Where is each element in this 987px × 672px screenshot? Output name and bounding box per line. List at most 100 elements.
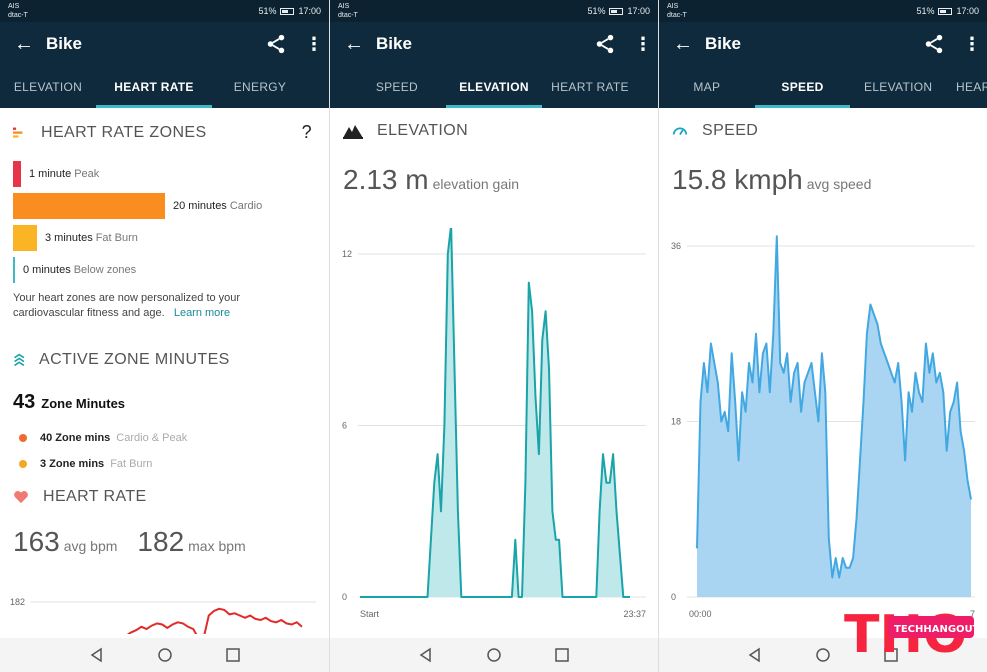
back-arrow-icon[interactable]: ← xyxy=(14,32,34,55)
zone-cardio: 20 minutes Cardio xyxy=(13,193,316,219)
battery-percent: 51% xyxy=(258,6,277,16)
elevation-stats: 2.13 m elevation gain xyxy=(343,164,645,196)
share-icon[interactable] xyxy=(265,33,287,55)
zone-value: 3 minutes xyxy=(45,232,93,244)
series-area xyxy=(360,228,630,597)
y-tick-label: 182 xyxy=(10,597,25,607)
azm-total-label: Zone Minutes xyxy=(41,396,126,411)
y-tick-label: 18 xyxy=(671,417,681,427)
watermark-text: TECHHANGOUT xyxy=(894,624,976,635)
max-bpm-value: 182 xyxy=(137,526,185,557)
speedometer-icon xyxy=(672,127,688,136)
heart-rate-line xyxy=(126,607,303,634)
x-tick-label-end: 23:37 xyxy=(623,609,646,619)
share-icon[interactable] xyxy=(923,33,945,55)
carrier-2: dtac-T xyxy=(667,12,687,19)
zone-value: 20 minutes xyxy=(173,200,227,212)
clock: 17:00 xyxy=(298,6,321,16)
azm-title: ACTIVE ZONE MINUTES xyxy=(39,351,230,368)
tab-heart-rate[interactable]: HEART RATE xyxy=(96,66,212,108)
carrier-1: AIS xyxy=(667,3,679,10)
more-options-icon[interactable]: ⋮ xyxy=(305,33,323,54)
chevrons-up-icon xyxy=(14,353,25,367)
zones-list: 1 minute Peak 20 minutes Cardio 3 minute… xyxy=(13,161,316,283)
tab-elevation[interactable]: ELEVATION xyxy=(13,80,83,94)
hr-zones-header: HEART RATE ZONES ? xyxy=(13,122,316,143)
tab-speed[interactable]: SPEED xyxy=(754,66,851,108)
tab-speed[interactable]: SPEED xyxy=(375,80,418,94)
avg-bpm-value: 163 xyxy=(13,526,60,557)
y-tick-label: 0 xyxy=(671,592,676,602)
more-options-icon[interactable]: ⋮ xyxy=(634,33,652,54)
screen-elevation: AIS dtac-T 51% 17:00 ← Bike ⋮ SPEED ELEV… xyxy=(329,0,658,672)
azm-item-value: 40 Zone mins xyxy=(40,432,111,444)
android-nav-bar xyxy=(659,638,987,672)
speed-chart: 0 18 36 00:00 7 xyxy=(659,228,987,626)
zone-label: Peak xyxy=(74,168,100,180)
learn-more-link[interactable]: Learn more xyxy=(173,307,231,319)
clock: 17:00 xyxy=(956,6,979,16)
speed-title: SPEED xyxy=(702,122,759,139)
zone-label: Fat Burn xyxy=(95,232,138,244)
tab-map[interactable]: MAP xyxy=(693,80,721,94)
azm-item-label: Fat Burn xyxy=(110,458,153,470)
azm-item-value: 3 Zone mins xyxy=(40,458,105,470)
help-icon[interactable]: ? xyxy=(301,122,312,142)
status-bar: AIS dtac-T 51% 17:00 xyxy=(659,0,987,22)
zone-value: 0 minutes xyxy=(23,264,71,276)
page-title: Bike xyxy=(376,34,412,53)
battery-percent: 51% xyxy=(587,6,606,16)
y-tick-label: 12 xyxy=(342,249,352,259)
share-icon[interactable] xyxy=(594,33,616,55)
zone-bar-below xyxy=(13,257,15,283)
nav-recent-icon[interactable] xyxy=(225,647,241,663)
x-tick-label-start: 00:00 xyxy=(689,609,712,619)
battery-icon xyxy=(938,7,953,15)
nav-back-icon[interactable] xyxy=(418,647,434,663)
dot-icon xyxy=(19,434,27,442)
azm-item-fat-burn: 3 Zone mins Fat Burn xyxy=(19,454,316,474)
carrier-1: AIS xyxy=(8,3,20,10)
avg-bpm-unit: avg bpm xyxy=(63,538,118,554)
heart-icon xyxy=(14,491,28,504)
nav-home-icon[interactable] xyxy=(815,647,831,663)
nav-recent-icon[interactable] xyxy=(883,647,899,663)
tab-heart-rate-partial[interactable]: HEAR xyxy=(956,80,987,94)
app-bar: ← Bike ⋮ xyxy=(0,22,329,66)
heart-rate-chart: 182 xyxy=(0,592,329,634)
avg-speed-value: 15.8 kmph xyxy=(672,164,803,195)
heart-rate-title: HEART RATE xyxy=(43,488,147,505)
nav-home-icon[interactable] xyxy=(157,647,173,663)
tab-elevation[interactable]: ELEVATION xyxy=(864,80,933,94)
elevation-gain-value: 2.13 m xyxy=(343,164,429,195)
tab-elevation[interactable]: ELEVATION xyxy=(446,66,542,108)
azm-items: 40 Zone mins Cardio & Peak 3 Zone mins F… xyxy=(13,428,316,474)
tab-bar: SPEED ELEVATION HEART RATE xyxy=(330,66,658,108)
zone-bar-cardio xyxy=(13,193,165,219)
back-arrow-icon[interactable]: ← xyxy=(344,32,364,55)
tab-bar: ELEVATION HEART RATE ENERGY xyxy=(0,66,329,108)
screen-heart-rate: AIS dtac-T 51% 17:00 ← Bike ⋮ ELEVATION … xyxy=(0,0,329,672)
android-nav-bar xyxy=(330,638,658,672)
elevation-title: ELEVATION xyxy=(377,122,469,139)
nav-home-icon[interactable] xyxy=(486,647,502,663)
nav-back-icon[interactable] xyxy=(747,647,763,663)
nav-back-icon[interactable] xyxy=(89,647,105,663)
zones-note-text: Your heart zones are now personalized to… xyxy=(13,292,241,319)
screen-speed: AIS dtac-T 51% 17:00 ← Bike ⋮ MAP SPEED … xyxy=(658,0,987,672)
android-nav-bar xyxy=(0,638,329,672)
more-options-icon[interactable]: ⋮ xyxy=(963,33,981,54)
heart-rate-stats: 163 avg bpm 182 max bpm xyxy=(13,526,316,558)
tab-heart-rate[interactable]: HEART RATE xyxy=(551,80,629,94)
hr-zones-title: HEART RATE ZONES xyxy=(41,123,207,141)
zones-bars-icon xyxy=(13,127,23,138)
battery-icon xyxy=(280,7,295,15)
clock: 17:00 xyxy=(627,6,650,16)
series-area xyxy=(697,236,971,598)
mountain-icon xyxy=(343,125,363,139)
dot-icon xyxy=(19,460,27,468)
nav-recent-icon[interactable] xyxy=(554,647,570,663)
zone-fat-burn: 3 minutes Fat Burn xyxy=(13,225,316,251)
tab-energy[interactable]: ENERGY xyxy=(233,80,287,94)
back-arrow-icon[interactable]: ← xyxy=(673,32,693,55)
